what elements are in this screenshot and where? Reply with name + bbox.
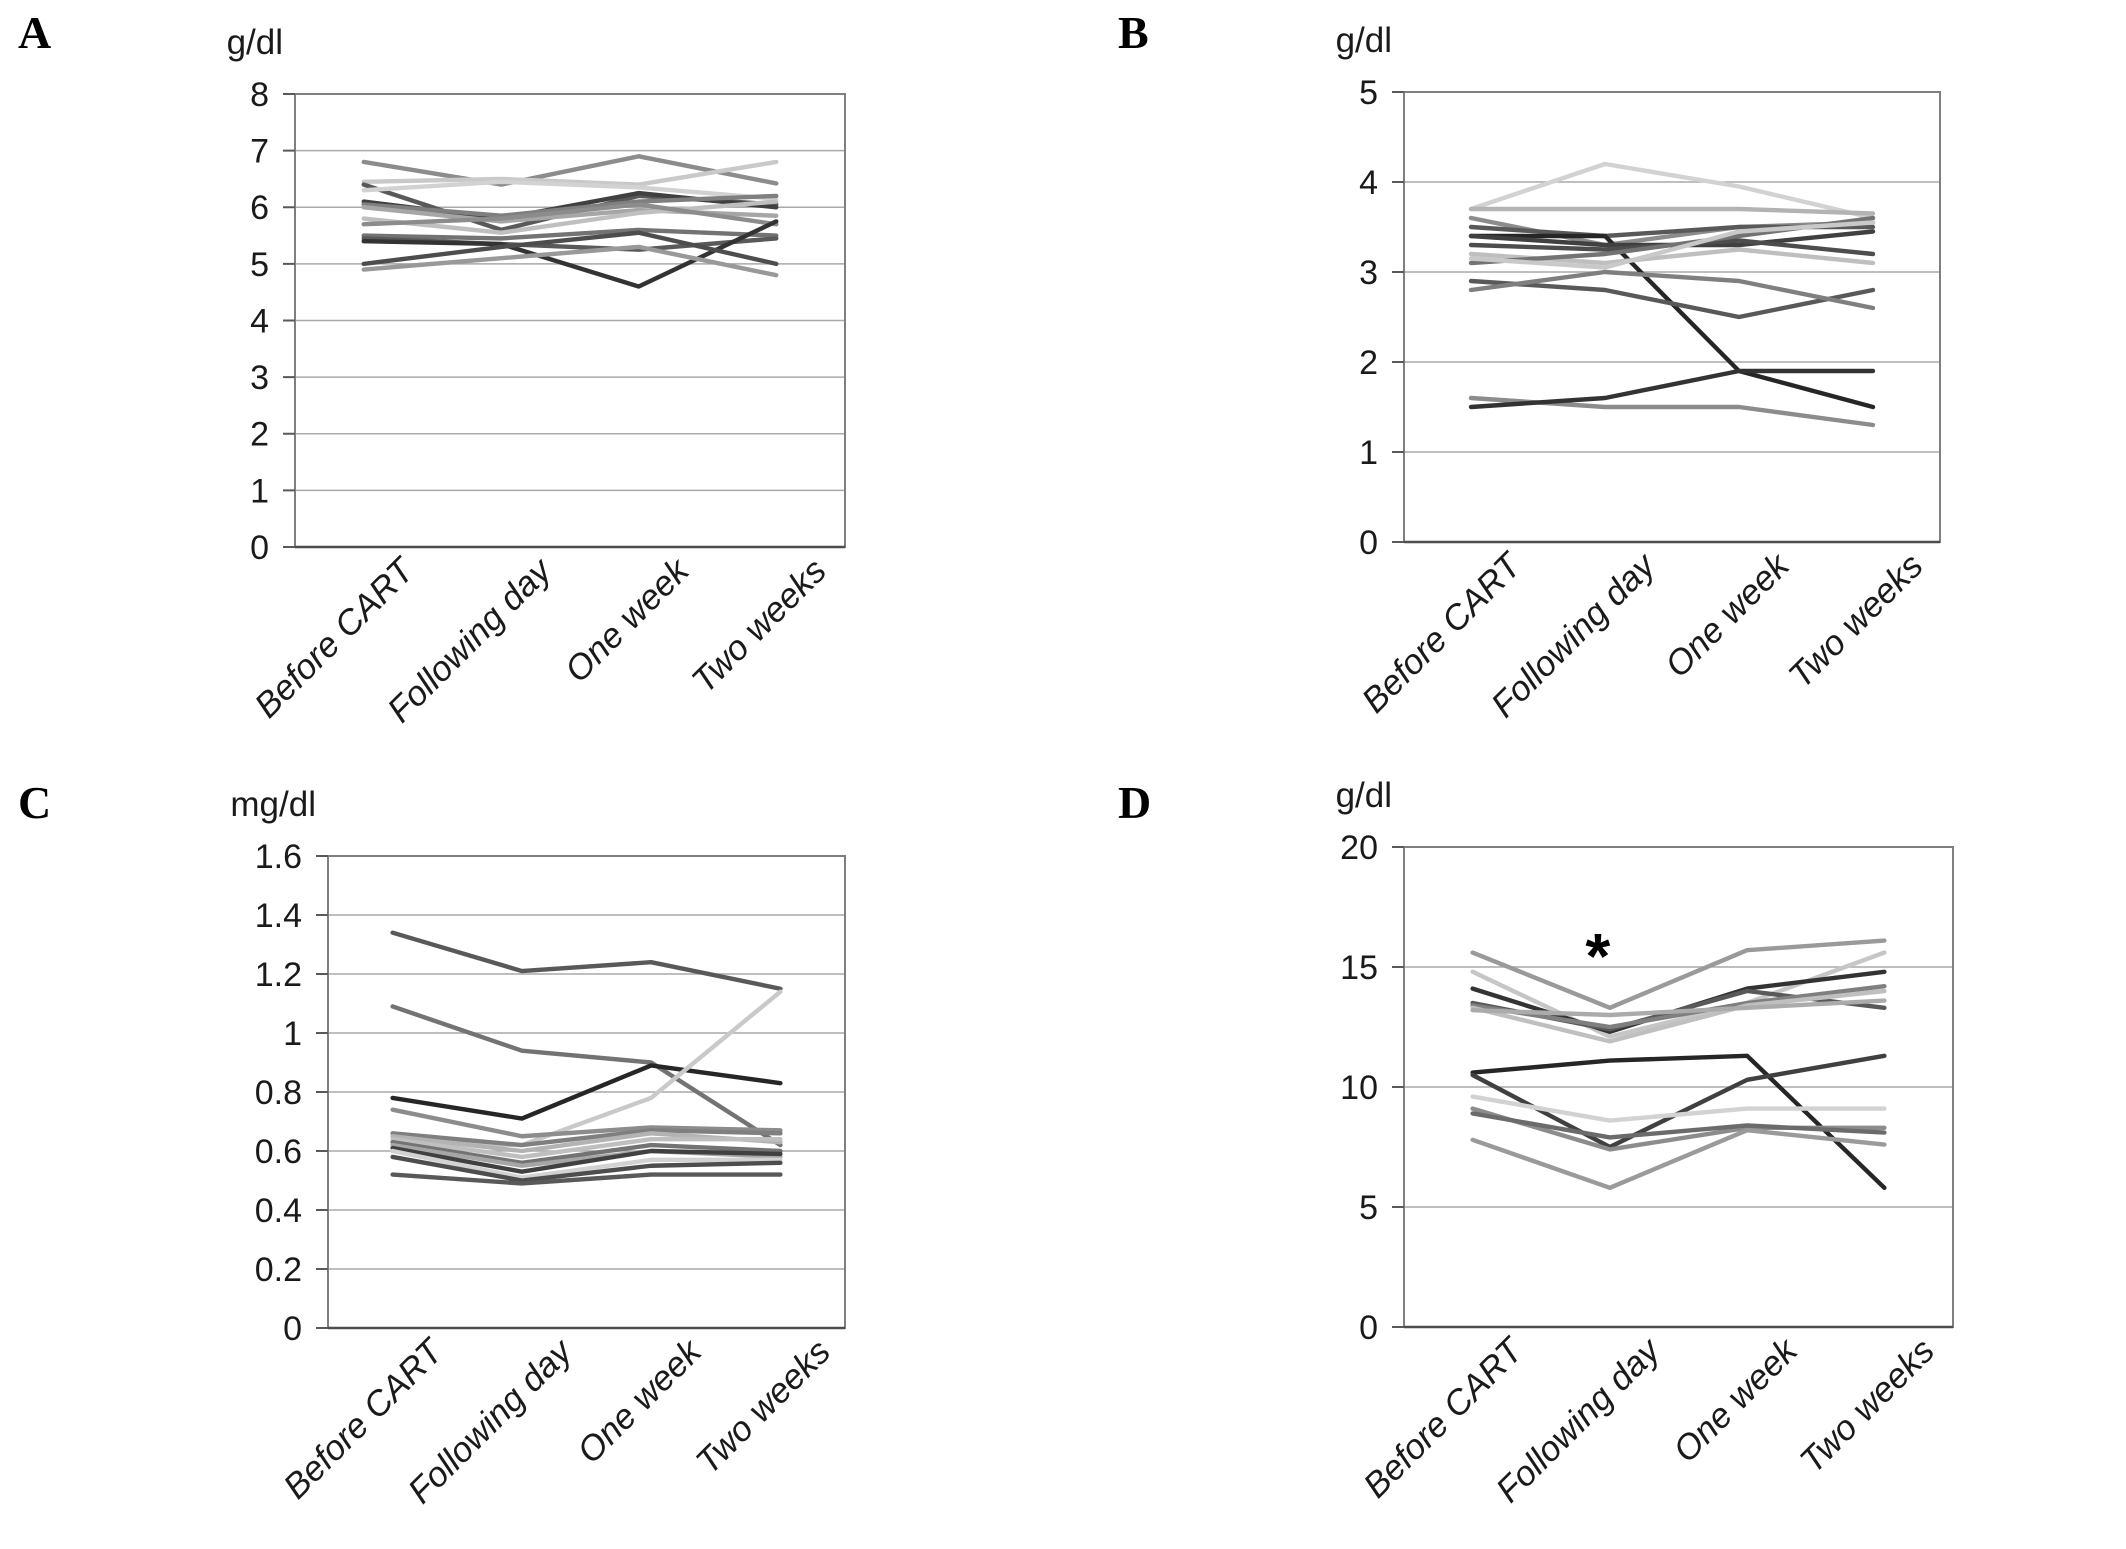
y-tick-label: 8	[250, 76, 269, 114]
y-tick-label: 5	[1359, 74, 1378, 112]
series-line	[361, 159, 779, 187]
panel-d-label: D	[1118, 777, 1152, 828]
y-tick-label: 15	[1340, 949, 1378, 987]
gridlines	[1404, 91, 1940, 543]
axis-unit-label: mg/dl	[230, 785, 316, 824]
series-line	[1470, 1127, 1887, 1191]
series-line	[1468, 368, 1876, 410]
series-line	[390, 1172, 783, 1186]
series-line	[1470, 1094, 1887, 1123]
gridlines	[295, 93, 845, 548]
y-tick-label: 0	[1359, 524, 1378, 562]
series-line	[1468, 269, 1876, 311]
x-category-label: One week	[1666, 1330, 1806, 1470]
y-tick-label: 4	[250, 302, 269, 340]
series-line	[390, 1128, 783, 1148]
series-line	[390, 1107, 783, 1139]
x-category-label: Two weeks	[1793, 1331, 1943, 1481]
y-tick-label: 1.4	[255, 897, 302, 935]
gridlines	[1404, 846, 1953, 1328]
y-tick-label: 20	[1340, 829, 1378, 867]
y-tick-label: 7	[250, 133, 269, 171]
series-line	[361, 154, 779, 187]
y-tick-label: 0	[250, 529, 269, 567]
series-line	[1468, 161, 1876, 221]
series-line	[390, 1063, 783, 1121]
series-lines	[1468, 161, 1876, 428]
series-line	[361, 230, 779, 267]
y-tick-label: 0	[283, 1310, 302, 1348]
y-tick-label: 4	[1359, 164, 1378, 202]
y-tick-label: 1.2	[255, 956, 302, 994]
series-line	[390, 1148, 783, 1180]
series-lines	[361, 154, 779, 289]
y-tick-label: 1	[250, 472, 269, 510]
series-line	[1468, 220, 1876, 270]
y-tick-label: 6	[250, 189, 269, 227]
x-category-label: One week	[557, 550, 697, 690]
series-line	[1470, 1111, 1887, 1140]
y-tick-label: 5	[250, 246, 269, 284]
panel-c-label: C	[18, 777, 52, 828]
y-tick-label: 3	[250, 359, 269, 397]
y-tick-label: 5	[1359, 1189, 1378, 1227]
y-tick-label: 0.6	[255, 1133, 302, 1171]
y-tick-label: 1.6	[255, 838, 302, 876]
y-tick-label: 2	[1359, 344, 1378, 382]
panel-a-label: A	[18, 7, 52, 58]
series-line	[361, 199, 779, 235]
series-line	[361, 202, 779, 227]
series-line	[1470, 950, 1887, 1039]
y-tick-label: 1	[1359, 434, 1378, 472]
y-tick-label: 0.4	[255, 1192, 302, 1230]
series-line	[390, 1145, 783, 1174]
y-tick-label: 0.2	[255, 1251, 302, 1289]
y-tick-label: 10	[1340, 1069, 1378, 1107]
series-line	[1470, 1053, 1887, 1191]
y-tick-label: 2	[250, 416, 269, 454]
series-line	[1470, 938, 1887, 1010]
y-tick-label: 1	[283, 1015, 302, 1053]
series-line	[390, 1136, 783, 1160]
y-tick-label: 3	[1359, 254, 1378, 292]
series-line	[390, 930, 783, 991]
series-lines	[1470, 938, 1887, 1191]
x-category-label: Two weeks	[684, 551, 834, 701]
series-line	[1470, 984, 1887, 1030]
series-line	[361, 244, 779, 278]
axis-unit-label: g/dl	[1336, 21, 1392, 60]
series-line	[361, 219, 779, 289]
series-line	[361, 179, 779, 201]
series-lines	[390, 930, 783, 1186]
axis-unit-label: g/dl	[1336, 776, 1392, 815]
series-line	[1470, 988, 1887, 1044]
series-line	[390, 1139, 783, 1166]
y-tick-label: 0	[1359, 1309, 1378, 1347]
panel-b-label: B	[1118, 7, 1149, 58]
axis-unit-label: g/dl	[227, 23, 283, 62]
series-line	[390, 1154, 783, 1183]
plot-border	[1403, 91, 1941, 543]
y-tick-label: 0.8	[255, 1074, 302, 1112]
series-line	[361, 227, 779, 241]
significance-asterisk: *	[1585, 920, 1610, 992]
x-category-label: Two weeks	[689, 1332, 839, 1482]
series-line	[1470, 998, 1887, 1018]
x-category-label: Two weeks	[1781, 546, 1931, 696]
series-line	[1468, 206, 1876, 216]
x-category-label: One week	[570, 1331, 710, 1471]
x-category-label: One week	[1658, 545, 1798, 685]
series-line	[1468, 278, 1876, 320]
series-line	[361, 193, 779, 218]
series-line	[390, 1004, 783, 1148]
